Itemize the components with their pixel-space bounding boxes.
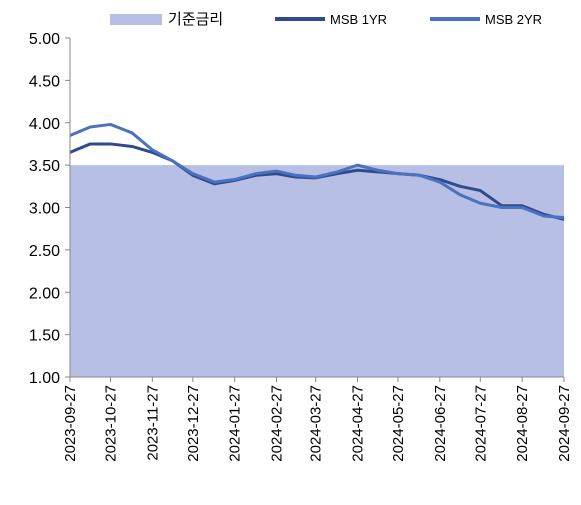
- x-tick-label: 2023-12-27: [185, 385, 202, 462]
- x-tick-label: 2024-04-27: [349, 385, 366, 462]
- y-tick-label: 3.00: [29, 201, 60, 218]
- area: [70, 165, 564, 377]
- x-tick-label: 2024-08-27: [514, 385, 531, 462]
- legend-label: MSB 1YR: [330, 12, 387, 27]
- x-tick-label: 2024-07-27: [472, 385, 489, 462]
- y-tick-label: 3.50: [29, 158, 60, 175]
- x-tick-label: 2024-09-27: [556, 385, 573, 462]
- y-tick-label: 2.50: [29, 243, 60, 260]
- x-tick-label: 2023-09-27: [62, 385, 79, 462]
- x-tick-label: 2024-05-27: [390, 385, 407, 462]
- x-tick-label: 2023-10-27: [102, 385, 119, 462]
- y-tick-label: 4.50: [29, 73, 60, 90]
- line: [69, 122, 565, 220]
- legend-label: 기준금리: [168, 11, 223, 28]
- y-tick-label: 4.00: [29, 116, 60, 133]
- y-tick-label: 2.00: [29, 285, 60, 302]
- x-tick-label: 2024-03-27: [308, 385, 325, 462]
- legend-label: MSB 2YR: [485, 12, 542, 27]
- x-tick-label: 2024-01-27: [227, 385, 244, 462]
- x-tick-label: 2024-06-27: [432, 385, 449, 462]
- y-tick-label: 5.00: [29, 31, 60, 48]
- y-tick-label: 1.50: [29, 328, 60, 345]
- legend-swatch: [110, 14, 162, 25]
- x-tick-label: 2024-02-27: [269, 385, 286, 462]
- y-tick-label: 1.00: [29, 370, 60, 387]
- x-tick-label: 2023-11-27: [144, 385, 161, 461]
